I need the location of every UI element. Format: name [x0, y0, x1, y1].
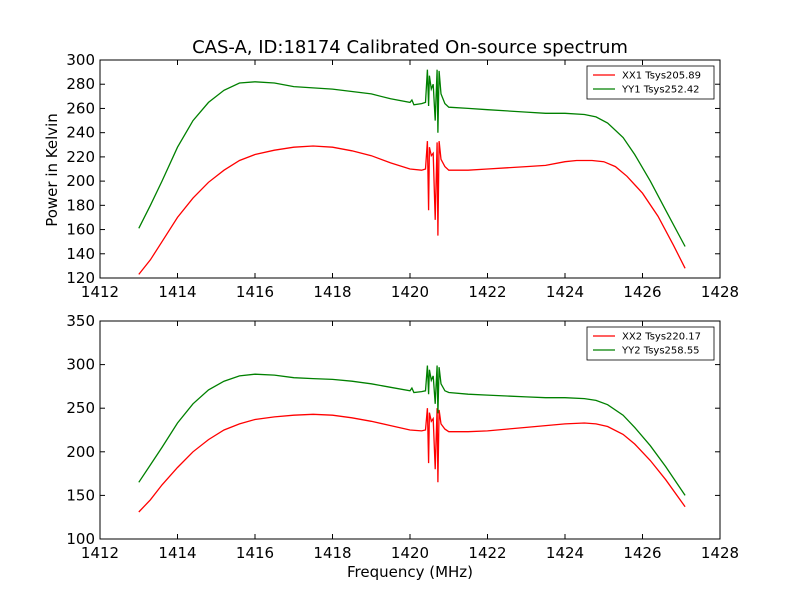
bottom-plot: 1412 1414 1416 1418 1420 1422 1424 1426 1428 100 1…: [66, 312, 739, 562]
y-tick-label: 300: [66, 356, 95, 374]
x-tick-label: 1420: [391, 283, 429, 301]
legend-entry: YY1 Tsys252.42: [621, 85, 700, 96]
x-tick-label: 1424: [546, 283, 584, 301]
series-line-yy: [138, 69, 686, 247]
y-tick-label: 200: [66, 172, 95, 190]
x-tick-label: 1422: [468, 283, 506, 301]
y-tick-label: 140: [66, 245, 95, 263]
x-tick-label: 1422: [468, 544, 506, 562]
x-tick-label: 1418: [313, 283, 351, 301]
x-tick-label: 1412: [81, 283, 119, 301]
y-tick-label: 280: [66, 75, 95, 93]
x-tick-label: 1416: [236, 283, 274, 301]
x-tick-label: 1428: [701, 544, 739, 562]
y-tick-label: 100: [66, 530, 95, 548]
y-tick-label: 160: [66, 221, 95, 239]
x-tick-label: 1428: [701, 283, 739, 301]
y-axis-label-top: Power in Kelvin: [43, 113, 61, 227]
x-tick-label: 1412: [81, 544, 119, 562]
y-tick-label: 180: [66, 196, 95, 214]
y-tick-label: 120: [66, 269, 95, 287]
legend: XX1 Tsys205.89 YY1 Tsys252.42: [586, 65, 715, 100]
legend-box: [586, 65, 715, 100]
x-tick-label: 1414: [158, 283, 196, 301]
x-tick-label: 1414: [158, 544, 196, 562]
x-tick-label: 1426: [623, 544, 661, 562]
legend-entry: XX2 Tsys220.17: [622, 332, 701, 343]
chart-title: CAS-A, ID:18174 Calibrated On-source spe…: [192, 37, 628, 58]
x-tick-label: 1418: [313, 544, 351, 562]
series-line-xx: [138, 141, 686, 275]
y-tick-label: 350: [66, 312, 95, 330]
legend-box: [586, 326, 715, 361]
top-plot: 1412 1414 1416 1418 1420 1422 1424 1426 1428 120 1…: [66, 51, 739, 301]
y-tick-label: 240: [66, 124, 95, 142]
series-line-xx: [138, 408, 686, 513]
legend-entry: YY2 Tsys258.55: [621, 346, 700, 357]
legend: XX2 Tsys220.17 YY2 Tsys258.55: [586, 326, 715, 361]
y-tick-label: 150: [66, 486, 95, 504]
y-tick-label: 250: [66, 399, 95, 417]
legend-entry: XX1 Tsys205.89: [622, 71, 701, 82]
series-line-yy: [138, 365, 686, 496]
x-axis-label: Frequency (MHz): [347, 563, 473, 581]
x-tick-label: 1426: [623, 283, 661, 301]
x-tick-label: 1420: [391, 544, 429, 562]
y-tick-label: 220: [66, 148, 95, 166]
y-tick-label: 260: [66, 99, 95, 117]
x-tick-label: 1416: [236, 544, 274, 562]
y-tick-label: 200: [66, 443, 95, 461]
y-tick-label: 300: [66, 51, 95, 69]
x-tick-label: 1424: [546, 544, 584, 562]
